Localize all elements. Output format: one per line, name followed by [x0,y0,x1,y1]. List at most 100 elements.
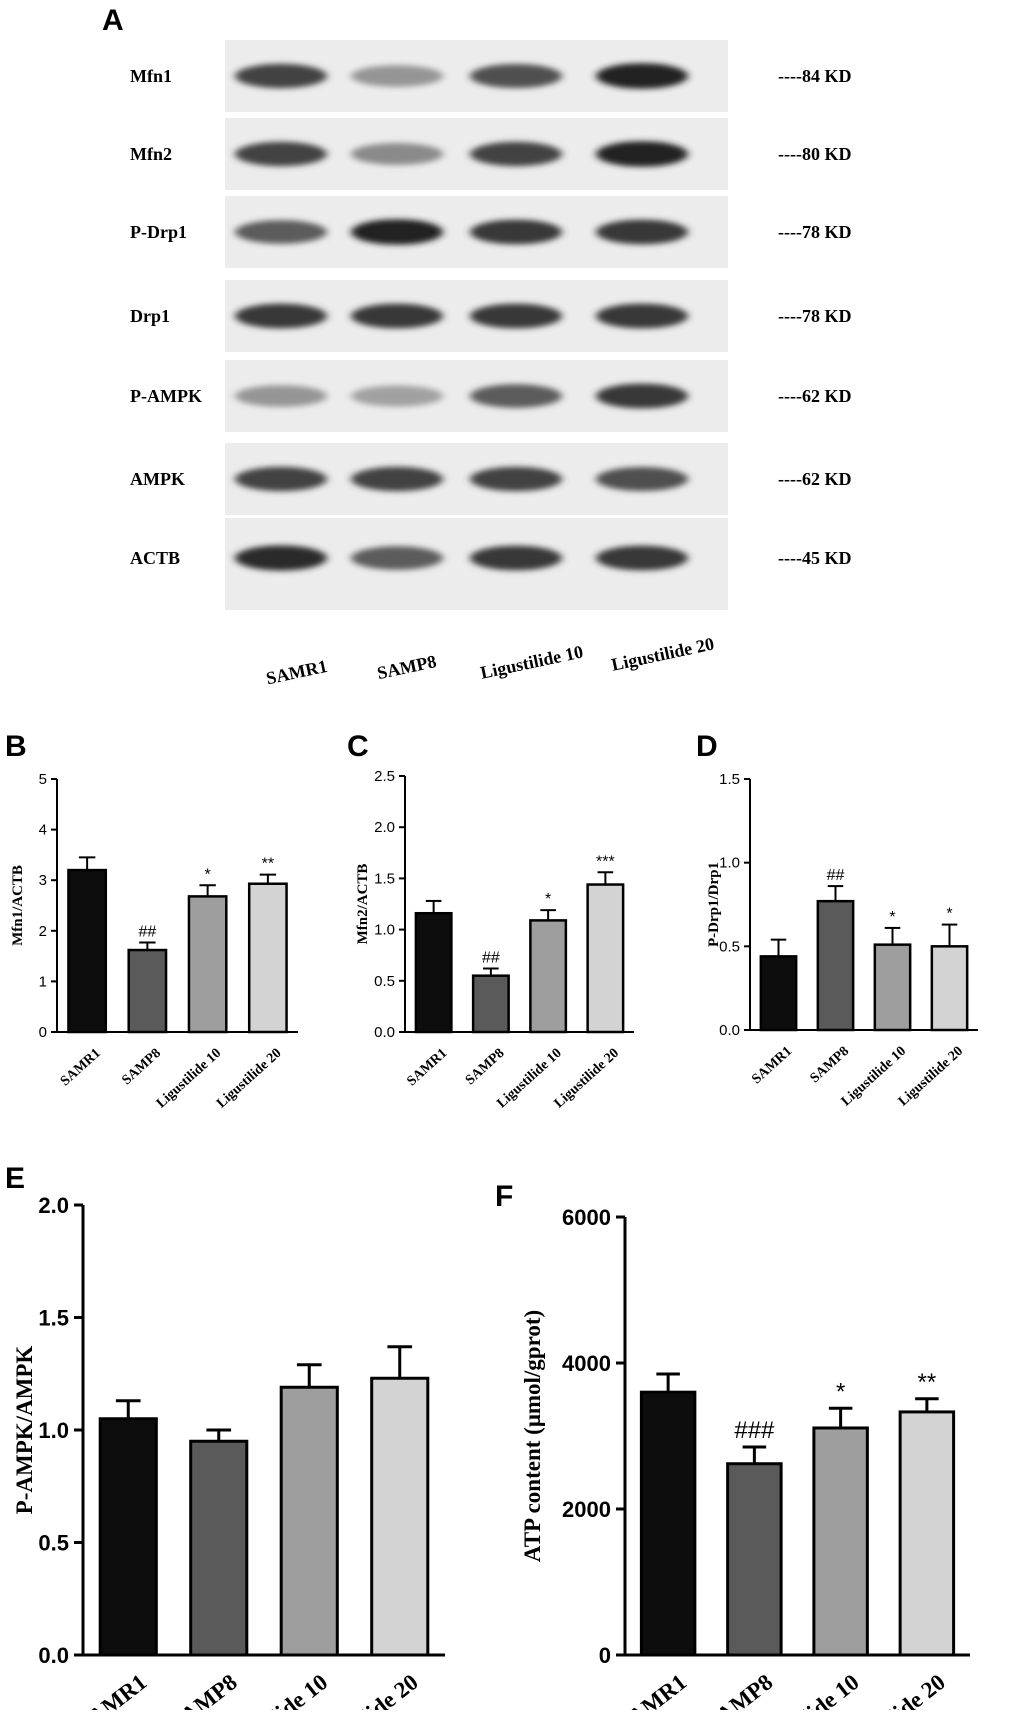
bar [414,911,453,1034]
y-axis-label: Mfn2/ACTB [355,864,371,945]
y-axis-label: P-AMPK/AMPK [12,1346,37,1515]
blot-band [351,219,443,245]
y-tick-label: 1 [39,973,47,990]
bar [370,1376,430,1657]
y-tick-label: 1.5 [38,1306,69,1331]
blot-band [470,219,562,245]
y-axis-label: P-Drp1/Drp1 [706,862,722,947]
y-tick-label: 2000 [562,1497,611,1522]
bar [187,895,228,1034]
category-label: SAMP8 [166,1669,242,1710]
category-label: SAMP8 [463,1046,508,1088]
y-tick-label: 1.0 [38,1418,69,1443]
blot-molecular-weight-label: ----78 KD [778,222,851,242]
bar [930,945,969,1032]
bar [247,882,288,1034]
blot-band [470,141,562,167]
blot-molecular-weight-label: ----78 KD [778,306,851,326]
bar [816,899,855,1032]
y-tick-label: 0 [39,1024,47,1041]
y-tick-label: 4000 [562,1351,611,1376]
bar [67,868,108,1034]
category-label: SAMP8 [119,1046,164,1088]
blot-band [351,385,443,407]
chart-panel-c: C 0.0 0.5 1.0 1.5 2.0 2.5 Mfn2/ACTB SAMR1 ## SAMP8… [347,730,634,1111]
blot-band [596,303,688,329]
y-tick-label: 1.5 [719,771,740,788]
significance-label: ### [734,1417,775,1444]
significance-label: ** [918,1369,937,1396]
blot-protein-label: P-AMPK [130,386,202,406]
blot-band [351,546,443,570]
y-tick-label: 0.5 [374,973,395,990]
significance-label: *** [596,853,615,870]
panel-letter: B [5,730,27,763]
blot-protein-label: P-Drp1 [130,222,187,242]
category-label: SAMR1 [749,1044,795,1087]
chart-panel-d: D0.00.51.01.5P-Drp1/Drp1SAMR1##SAMP8*Lig… [696,730,978,1109]
panel-letter: E [5,1162,25,1195]
blot-band [235,545,327,571]
y-tick-label: 0.0 [719,1022,740,1039]
y-tick-label: 0.5 [38,1531,69,1556]
blot-band [351,466,443,492]
panel-letter: D [696,730,718,763]
significance-label: ## [482,950,500,967]
blot-protein-label: ACTB [130,548,180,568]
bar [759,955,798,1032]
blot-band [596,141,688,167]
blot-band [235,63,327,89]
category-label: Ligustilide 10 [154,1046,224,1112]
significance-label: * [836,1378,845,1405]
significance-label: * [889,909,895,926]
blot-protein-label: Mfn1 [130,66,172,86]
blot-band [235,385,327,407]
bar [529,919,568,1034]
bar-charts: B 0 1 2 3 4 5 Mfn1/ACTB SAMR1 ## SAMP8 * Ligustilide… [5,730,978,1715]
blot-rows: Mfn1 ----84 KD Mfn2 ----80 KD P-Drp1 ----78 K… [130,63,851,571]
blot-band [470,64,562,88]
category-label: SAMR1 [404,1046,450,1089]
blot-band [596,219,688,245]
y-tick-label: 0.5 [719,938,740,955]
y-tick-label: 4 [39,822,47,839]
blot-lane-labels: SAMR1 SAMP8 Ligustilide 10 Ligustilide 20 [264,633,716,688]
y-tick-label: 0 [599,1643,611,1668]
y-tick-label: 5 [39,771,47,788]
significance-label: ## [138,923,156,940]
bar [812,1426,869,1657]
blot-band [351,65,443,87]
blot-band [596,63,688,89]
bar [586,883,625,1034]
bar [279,1385,339,1657]
bar [726,1462,783,1657]
y-tick-label: 0.0 [374,1024,395,1041]
blot-band [470,384,562,408]
blot-molecular-weight-label: ----84 KD [778,66,851,86]
y-tick-label: 2.0 [374,819,395,836]
chart-panel-b: B 0 1 2 3 4 5 Mfn1/ACTB SAMR1 ## SAMP8 * Ligustilide… [5,730,298,1111]
blot-lane-label: Ligustilide 10 [479,641,585,682]
bar [873,943,912,1032]
panel-letter-a: A [102,4,124,37]
category-label: SAMR1 [613,1669,691,1710]
blot-protein-label: AMPK [130,469,185,489]
blot-molecular-weight-label: ----45 KD [778,548,851,568]
y-tick-label: 2.5 [374,768,395,785]
blot-molecular-weight-label: ----62 KD [778,386,851,406]
significance-label: ** [262,856,274,873]
blot-band [596,545,688,571]
bar [98,1417,158,1657]
blot-band [596,467,688,491]
blot-lane-label: SAMR1 [264,656,329,688]
y-axis-label: ATP content (μmol/gprot) [520,1310,545,1562]
y-axis-label: Mfn1/ACTB [10,865,26,946]
category-label: SAMR1 [58,1046,104,1089]
panel-letter: F [495,1180,513,1213]
blot-band [470,466,562,492]
y-tick-label: 1.5 [374,870,395,887]
blot-band [235,303,327,329]
western-blot-panel: A Mfn1 ----84 KD Mfn2 ----80 KD P-Drp1 ----78… [102,4,851,688]
y-tick-label: 0.0 [38,1643,69,1668]
significance-label: * [205,866,211,883]
